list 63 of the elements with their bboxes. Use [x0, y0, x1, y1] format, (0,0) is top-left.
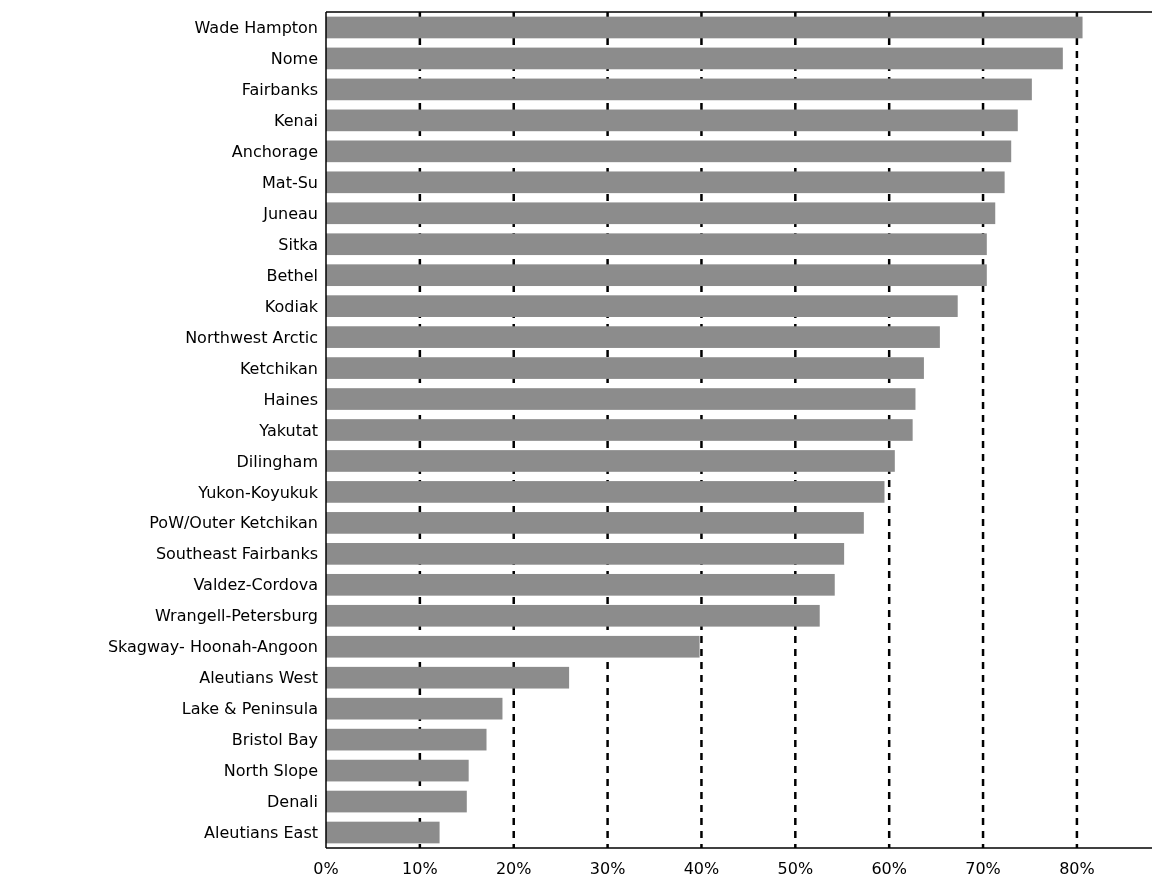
bar	[326, 295, 958, 317]
bar	[326, 666, 570, 689]
y-tick-label: Fairbanks	[241, 80, 318, 100]
bar	[326, 512, 864, 534]
y-tick-label: Southeast Fairbanks	[155, 544, 318, 564]
y-tick-label: Denali	[267, 792, 318, 812]
y-tick-label: Dilingham	[236, 451, 318, 471]
bar	[326, 573, 835, 596]
y-tick-label: Bethel	[266, 265, 318, 285]
y-tick-label: Yukon-Koyukuk	[197, 482, 319, 502]
x-tick-label: 10%	[402, 859, 438, 878]
x-tick-label: 50%	[777, 859, 814, 878]
bar	[326, 264, 987, 287]
bar	[326, 357, 924, 379]
bar	[326, 419, 913, 441]
y-tick-label: Valdez-Cordova	[193, 575, 318, 595]
x-tick-label: 0%	[313, 859, 339, 878]
y-tick-label: Wrangell-Petersburg	[155, 606, 318, 626]
y-tick-label: Ketchikan	[239, 358, 318, 378]
y-tick-label: North Slope	[223, 761, 318, 781]
bar	[326, 47, 1063, 70]
x-tick-label: 30%	[589, 859, 626, 878]
y-tick-label: Kenai	[274, 110, 318, 130]
bar	[326, 481, 885, 503]
y-tick-label: Sitka	[278, 234, 318, 254]
y-tick-label: Juneau	[262, 203, 318, 223]
y-tick-label: Northwest Arctic	[185, 327, 318, 347]
y-tick-label: Kodiak	[264, 296, 319, 316]
y-tick-label: Lake & Peninsula	[181, 699, 318, 719]
bar	[326, 543, 845, 565]
y-tick-label: Nome	[270, 49, 318, 69]
y-tick-label: Mat-Su	[262, 172, 318, 192]
y-tick-label: Skagway- Hoonah-Angoon	[107, 637, 318, 657]
y-tick-label: Aleutians East	[204, 823, 318, 843]
bar	[326, 697, 503, 720]
bar	[326, 604, 820, 627]
y-tick-label: Haines	[263, 389, 318, 409]
bar	[326, 635, 700, 658]
bar	[326, 388, 916, 410]
x-tick-label: 70%	[965, 859, 1001, 878]
bar	[326, 728, 487, 751]
y-tick-label: Yakutat	[258, 420, 318, 440]
y-tick-label: PoW/Outer Ketchikan	[149, 513, 318, 533]
bar	[326, 233, 987, 256]
bar	[326, 759, 469, 782]
y-tick-label: Bristol Bay	[231, 730, 318, 750]
y-tick-label: Anchorage	[231, 141, 318, 161]
bar	[326, 16, 1083, 39]
bar	[326, 171, 1005, 194]
bar	[326, 326, 940, 348]
x-tick-label: 40%	[683, 859, 720, 878]
y-tick-label: Wade Hampton	[194, 18, 318, 38]
x-tick-label: 20%	[495, 859, 532, 878]
bar	[326, 202, 996, 225]
x-tick-label: 60%	[871, 859, 907, 878]
bar	[326, 790, 467, 813]
y-tick-label: Aleutians West	[199, 668, 318, 688]
x-tick-label: 80%	[1059, 859, 1095, 878]
bar	[326, 78, 1032, 101]
bar	[326, 821, 440, 844]
bar	[326, 450, 895, 472]
bar	[326, 140, 1012, 163]
bar	[326, 109, 1018, 132]
